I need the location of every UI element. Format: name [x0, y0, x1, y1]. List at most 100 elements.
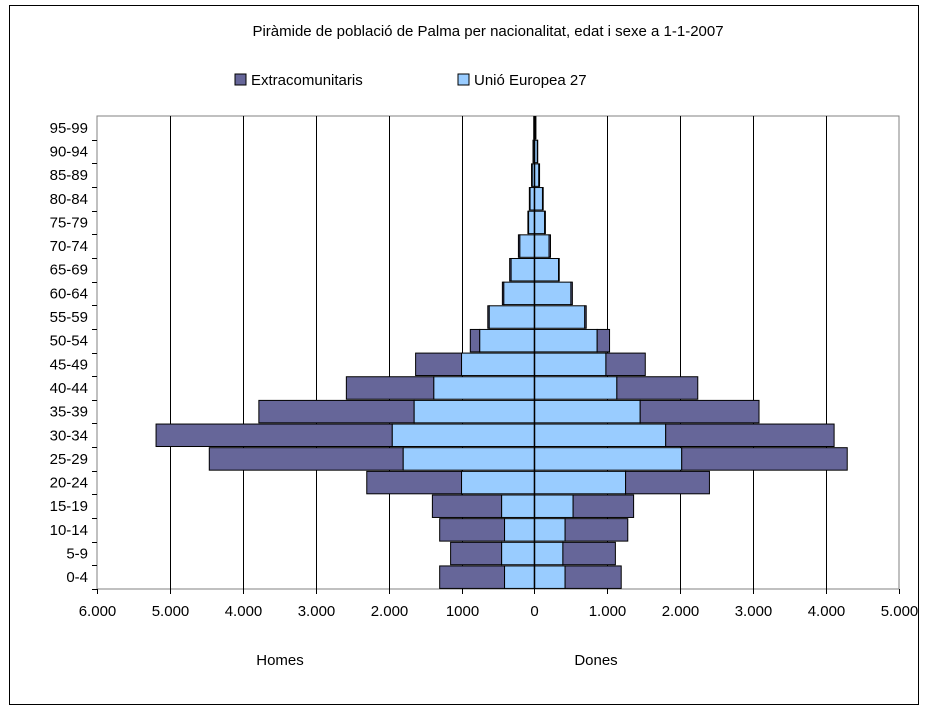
bar-homes-extracomunitaris [209, 448, 403, 470]
x-tick-label: 3.000 [298, 603, 336, 620]
y-tick-label: 30-34 [50, 427, 88, 444]
bar-dones-unio-europea [534, 329, 597, 351]
x-tick-label: 4.000 [225, 603, 263, 620]
y-tick-label: 90-94 [50, 143, 88, 160]
y-tick-label: 80-84 [50, 191, 88, 208]
y-tick-label: 85-89 [50, 167, 88, 184]
bar-dones-extracomunitaris [539, 164, 540, 186]
y-tick-label: 55-59 [50, 309, 88, 326]
bar-homes-unio-europea [520, 235, 535, 257]
bar-dones-unio-europea [534, 542, 562, 564]
legend: Extracomunitaris Unió Europea 27 [235, 72, 587, 89]
bar-homes-extracomunitaris [346, 377, 433, 399]
x-tick-label: 1.000 [589, 603, 627, 620]
y-tick-label: 50-54 [50, 333, 88, 350]
x-tick-label: 3.000 [735, 603, 773, 620]
y-tick-label: 75-79 [50, 214, 88, 231]
bar-dones-extracomunitaris [549, 235, 550, 257]
bar-dones-extracomunitaris [626, 471, 710, 493]
bar-dones-extracomunitaris [573, 495, 634, 517]
y-tick-label: 20-24 [50, 475, 88, 492]
bar-dones-unio-europea [534, 400, 640, 422]
bar-dones-extracomunitaris [640, 400, 759, 422]
bar-homes-unio-europea [462, 353, 535, 375]
bar-homes-unio-europea [480, 329, 535, 351]
bar-dones-extracomunitaris [545, 211, 546, 233]
bar-homes-extracomunitaris [416, 353, 462, 375]
legend-label-extracomunitaris: Extracomunitaris [251, 72, 363, 89]
y-tick-label: 70-74 [50, 238, 88, 255]
bar-homes-unio-europea [489, 306, 534, 328]
y-tick-label: 40-44 [50, 380, 88, 397]
bar-dones-unio-europea [534, 519, 565, 541]
y-tick-label: 45-49 [50, 356, 88, 373]
y-tick-label: 15-19 [50, 498, 88, 515]
x-tick-label: 0 [530, 603, 538, 620]
bar-dones-unio-europea [534, 211, 544, 233]
bar-homes-extracomunitaris [259, 400, 414, 422]
x-tick-label: 2.000 [662, 603, 700, 620]
bar-homes-extracomunitaris [440, 566, 505, 588]
bar-homes-unio-europea [529, 211, 535, 233]
bar-homes-unio-europea [403, 448, 534, 470]
x-tick-label: 5.000 [152, 603, 190, 620]
bar-dones-extracomunitaris [597, 329, 609, 351]
y-tick-label: 10-14 [50, 522, 88, 539]
bar-homes-extracomunitaris [367, 471, 462, 493]
bar-homes-unio-europea [392, 424, 534, 446]
bar-dones-unio-europea [534, 306, 584, 328]
bar-dones-extracomunitaris [617, 377, 698, 399]
x-tick-label: 5.000 [881, 603, 919, 620]
bar-dones-unio-europea [534, 566, 565, 588]
bar-homes-unio-europea [502, 495, 535, 517]
y-tick-label: 65-69 [50, 262, 88, 279]
bar-dones-extracomunitaris [682, 448, 848, 470]
legend-label-unio-europea: Unió Europea 27 [474, 72, 587, 89]
bar-homes-extracomunitaris [470, 329, 479, 351]
legend-swatch-unio-europea [458, 74, 469, 85]
y-tick-label: 25-29 [50, 451, 88, 468]
y-tick-label: 0-4 [66, 569, 88, 586]
bar-dones-extracomunitaris [563, 542, 615, 564]
y-tick-label: 60-64 [50, 285, 88, 302]
bar-homes-unio-europea [505, 566, 535, 588]
x-tick-label: 4.000 [808, 603, 846, 620]
bar-dones-extracomunitaris [606, 353, 645, 375]
bar-homes-extracomunitaris [451, 542, 502, 564]
bar-dones-extracomunitaris [565, 519, 628, 541]
bar-dones-unio-europea [534, 471, 625, 493]
bar-dones-unio-europea [534, 448, 681, 470]
legend-swatch-extracomunitaris [235, 74, 246, 85]
bar-homes-unio-europea [414, 400, 534, 422]
bar-dones-unio-europea [534, 353, 605, 375]
bar-dones-unio-europea [534, 495, 573, 517]
chart-svg: Piràmide de població de Palma per nacion… [10, 6, 920, 706]
bar-dones-unio-europea [534, 188, 542, 210]
x-tick-label: 2.000 [371, 603, 409, 620]
bar-homes-unio-europea [505, 519, 535, 541]
bar-dones-unio-europea [534, 258, 558, 280]
bar-homes-extracomunitaris [432, 495, 501, 517]
bar-dones-extracomunitaris [666, 424, 834, 446]
bar-homes-unio-europea [462, 471, 535, 493]
bar-dones-extracomunitaris [571, 282, 572, 304]
x-tick-label: 1000 [446, 603, 479, 620]
group-label-homes: Homes [256, 652, 304, 669]
bar-dones-unio-europea [534, 424, 665, 446]
chart-title: Piràmide de població de Palma per nacion… [252, 23, 723, 40]
bar-dones-unio-europea [534, 377, 616, 399]
y-tick-label: 95-99 [50, 120, 88, 137]
y-tick-label: 35-39 [50, 404, 88, 421]
plot-border [97, 116, 899, 589]
bar-homes-extracomunitaris [440, 519, 505, 541]
y-tick-label: 5-9 [66, 546, 88, 563]
bar-homes-unio-europea [511, 258, 534, 280]
bar-dones-unio-europea [534, 282, 570, 304]
chart-area: Piràmide de població de Palma per nacion… [9, 5, 919, 705]
bar-homes-extracomunitaris [156, 424, 392, 446]
bar-dones-extracomunitaris [565, 566, 621, 588]
bar-homes-unio-europea [502, 542, 535, 564]
bar-dones-extracomunitaris [542, 188, 543, 210]
bar-dones-extracomunitaris [585, 306, 586, 328]
